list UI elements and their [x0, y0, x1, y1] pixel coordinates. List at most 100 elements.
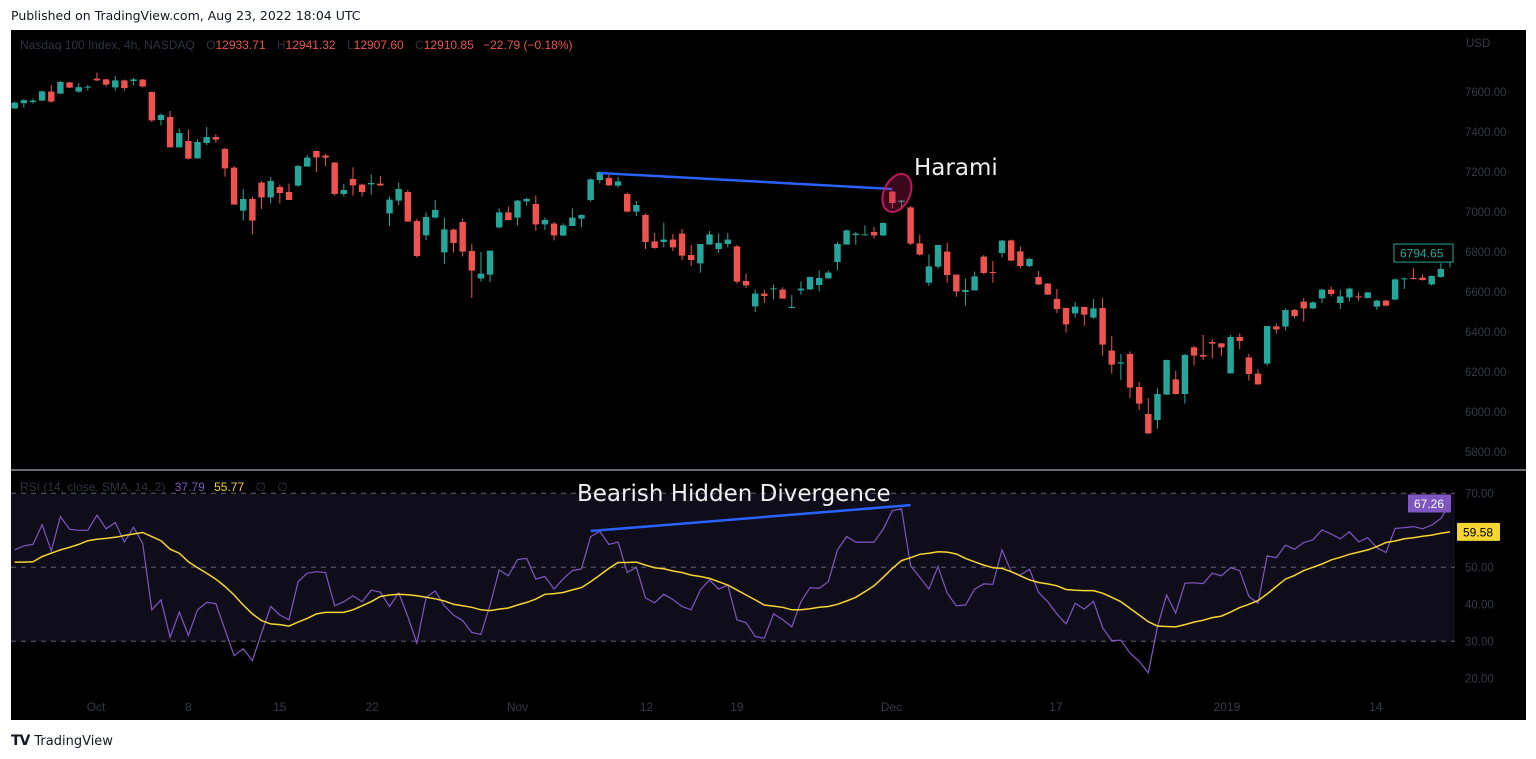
- candle: [605, 174, 613, 186]
- candle-body: [1245, 357, 1253, 374]
- candle-body: [432, 210, 439, 218]
- candle-body: [541, 220, 549, 225]
- open-label: O: [206, 38, 216, 52]
- candle: [980, 255, 987, 275]
- candle: [1007, 239, 1015, 261]
- candle: [258, 181, 265, 209]
- candle: [386, 196, 393, 226]
- rsi-tick-label: 20.00: [1465, 673, 1494, 685]
- candle-body: [843, 230, 850, 245]
- candle: [11, 101, 18, 109]
- candle: [477, 252, 485, 282]
- candle-body: [322, 155, 329, 158]
- candle: [633, 201, 640, 216]
- time-tick-label: 14: [1369, 700, 1383, 714]
- rsi-legend: RSI (14, close, SMA, 14, 2) 37.79 55.77 …: [20, 480, 288, 494]
- candle-body: [1309, 302, 1317, 309]
- candle-body: [797, 288, 805, 291]
- candle: [20, 99, 28, 108]
- candle: [1218, 343, 1225, 356]
- candle: [752, 289, 759, 312]
- candle-body: [1382, 300, 1390, 306]
- symbol-name[interactable]: Nasdaq 100 Index, 4h, NASDAQ: [20, 38, 195, 52]
- rsi-tick-label: 50.00: [1465, 562, 1494, 574]
- price-axis[interactable]: USD 7600.00 7400.00 7200.00 7000.00 6800.00 66…: [1393, 38, 1507, 459]
- candle-body: [331, 162, 338, 194]
- candle: [1227, 335, 1234, 374]
- candle: [770, 284, 777, 300]
- candle-body: [75, 87, 82, 92]
- candle: [130, 78, 137, 86]
- rsi-lines: [14, 503, 1451, 675]
- time-tick-label: Dec: [881, 700, 902, 714]
- candle-body: [1428, 276, 1435, 285]
- rsi-axis[interactable]: 70.00 50.00 40.00 30.00 20.00 67.26 59.58: [1408, 488, 1500, 685]
- candle: [1245, 354, 1253, 381]
- divergence-label[interactable]: Bearish Hidden Divergence: [577, 481, 891, 507]
- sma-last-label: 59.58: [1463, 525, 1493, 539]
- footer: 𝗧𝗩 TradingView: [11, 733, 113, 749]
- candle: [75, 83, 82, 93]
- candle-body: [112, 80, 119, 88]
- price-tick-label: 5800.00: [1465, 447, 1507, 459]
- candle: [1081, 306, 1088, 326]
- candle-body: [688, 255, 695, 260]
- candle-body: [633, 205, 640, 212]
- candle: [514, 200, 521, 226]
- time-tick-label: 22: [365, 700, 379, 714]
- rsi-line: [14, 503, 1451, 675]
- candle-body: [532, 204, 539, 225]
- candle-body: [294, 166, 302, 186]
- time-axis[interactable]: Oct 8 15 22 Nov 12 19 Dec 17 2019 14: [87, 700, 1383, 714]
- candle-body: [1227, 337, 1234, 374]
- candle-body: [395, 189, 402, 201]
- candle: [157, 113, 165, 126]
- candle: [678, 229, 686, 260]
- candle-body: [1410, 278, 1417, 279]
- candle: [1181, 354, 1189, 404]
- candle-body: [313, 151, 320, 158]
- candle-body: [1199, 355, 1207, 357]
- candle: [688, 245, 695, 266]
- candle-body: [386, 199, 393, 214]
- rsi-value: 37.79: [174, 480, 205, 494]
- candles: [11, 72, 1454, 434]
- candle-body: [1327, 289, 1335, 294]
- candle: [1318, 288, 1326, 303]
- candle-body: [121, 80, 128, 88]
- candle-body: [1236, 337, 1243, 341]
- candle-body: [249, 199, 256, 221]
- candle-body: [898, 200, 905, 202]
- candle-body: [176, 133, 183, 148]
- candle-body: [788, 307, 795, 308]
- candle: [1163, 359, 1170, 395]
- close-value: 12910.85: [423, 38, 474, 52]
- candle-body: [943, 251, 951, 275]
- symbol-legend: Nasdaq 100 Index, 4h, NASDAQ O12933.71 H…: [20, 38, 573, 52]
- candle: [651, 233, 658, 249]
- candle-body: [852, 233, 859, 235]
- harami-label[interactable]: Harami: [914, 155, 998, 181]
- candle-body: [834, 244, 841, 262]
- candle-body: [596, 172, 603, 180]
- brand-name[interactable]: TradingView: [34, 733, 113, 749]
- rsi-last-box: [1408, 494, 1451, 513]
- rsi-title[interactable]: RSI (14, close, SMA, 14, 2): [20, 480, 166, 494]
- candle: [230, 166, 238, 205]
- candle-body: [1209, 342, 1216, 344]
- candle: [194, 139, 201, 159]
- candle-body: [614, 181, 622, 186]
- candle-body: [514, 200, 521, 218]
- candle-body: [523, 199, 530, 202]
- candle-body: [1145, 414, 1152, 434]
- candle-body: [102, 79, 110, 85]
- candle-body: [496, 212, 503, 228]
- candle: [998, 240, 1006, 258]
- tradingview-logo-icon[interactable]: 𝗧𝗩: [11, 733, 30, 749]
- candle-body: [1190, 347, 1198, 356]
- candle: [1145, 398, 1152, 434]
- candle: [505, 206, 512, 221]
- candle: [733, 245, 741, 284]
- candle: [1190, 346, 1198, 366]
